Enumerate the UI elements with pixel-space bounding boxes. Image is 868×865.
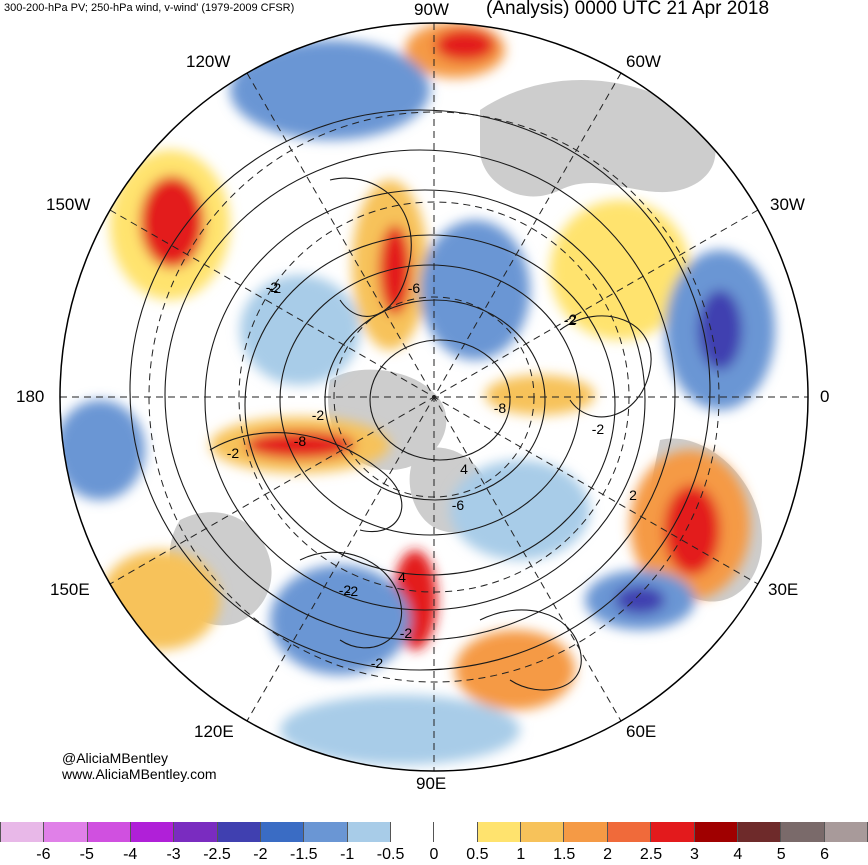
colorbar-swatch	[261, 822, 305, 842]
contour-label: 4	[398, 569, 406, 585]
credit-handle: @AliciaMBentley	[62, 750, 169, 766]
lon-label-150e: 150E	[50, 580, 90, 599]
colorbar-swatch	[607, 822, 652, 842]
colorbar-ticks: -6 -5 -4 -3 -2.5 -2 -1.5 -1 -0.5 0 0.5 1 1.5 2 2.5 3 4 5 6	[0, 846, 868, 865]
colorbar-tick-label: 0.5	[466, 846, 489, 863]
colorbar-swatch	[0, 822, 45, 842]
contour-label: -2	[339, 582, 352, 598]
contour-label: -2	[592, 421, 605, 437]
map-title-right: (Analysis) 0000 UTC 21 Apr 2018	[486, 0, 770, 19]
contour-label: 4	[460, 461, 468, 477]
colorbar-swatch	[347, 822, 392, 842]
lon-label-60e: 60E	[626, 722, 657, 741]
colorbar-tick-label: -2.5	[203, 846, 231, 863]
lon-label-90e: 90E	[416, 774, 447, 793]
colorbar	[0, 822, 868, 842]
lon-label-60w: 60W	[626, 52, 661, 71]
colorbar-swatch	[694, 822, 738, 842]
colorbar-tick-label: -4	[123, 846, 138, 863]
lon-label-180: 180	[16, 387, 45, 406]
contour-label: -6	[408, 280, 421, 296]
colorbar-swatch	[651, 822, 695, 842]
colorbar-tick-label: 6	[820, 846, 830, 863]
credit-website: www.AliciaMBentley.com	[62, 766, 217, 782]
colorbar-swatch	[434, 822, 478, 842]
colorbar-swatch	[737, 822, 782, 842]
colorbar-tick-label: 1	[516, 846, 526, 863]
colorbar-tick-label: -3	[166, 846, 181, 863]
colorbar-tick-label: 5	[776, 846, 786, 863]
contour-labels: -2 -6-2-8-2 -8-24-6-2-24-2-222-2-2	[227, 279, 637, 671]
contour-label: -2	[400, 625, 413, 641]
colorbar-swatch	[131, 822, 175, 842]
colorbar-swatch	[824, 822, 868, 842]
lon-label-120e: 120E	[194, 722, 234, 741]
contour-label: 2	[569, 311, 577, 327]
lon-label-30e: 30E	[768, 580, 799, 599]
contour-label: -2	[371, 655, 384, 671]
contour-label: -2	[346, 583, 359, 599]
contour-label: -6	[452, 497, 465, 513]
colorbar-tick-label: -0.5	[376, 846, 405, 863]
colorbar-tick-label: 1.5	[553, 846, 576, 863]
lon-label-150w: 150W	[46, 195, 91, 214]
contour-label: -2	[269, 280, 282, 296]
colorbar-tick-label: 3	[689, 846, 699, 863]
colorbar-tick-label: -2	[253, 846, 268, 863]
contour-label: -8	[494, 400, 507, 416]
lon-label-0: 0	[820, 387, 830, 406]
contour-label: 2	[629, 487, 637, 503]
colorbar-tick-label: -1	[340, 846, 355, 863]
colorbar-tick-label: 2	[603, 846, 613, 863]
colorbar-tick-label: 2.5	[639, 846, 663, 863]
colorbar-tick-label: -6	[36, 846, 51, 863]
colorbar-tick-label: 4	[733, 846, 743, 863]
map-border	[59, 22, 809, 772]
contour-label: -8	[294, 433, 307, 449]
colorbar-tick-label: -5	[79, 846, 94, 863]
lon-label-120w: 120W	[186, 52, 231, 71]
colorbar-swatch	[44, 822, 88, 842]
contour-label: -2	[227, 445, 240, 461]
colorbar-swatch	[564, 822, 608, 842]
colorbar-swatch	[217, 822, 262, 842]
map-title-left: 300-200-hPa PV; 250-hPa wind, v-wind' (1…	[4, 2, 295, 14]
colorbar-swatch	[781, 822, 825, 842]
contour-label: -2	[312, 407, 325, 423]
contour-label: -2	[266, 279, 279, 295]
lon-label-30w: 30W	[770, 195, 805, 214]
colorbar-swatch	[174, 822, 218, 842]
colorbar-tick-label: -1.5	[290, 846, 318, 863]
colorbar-swatch	[391, 822, 435, 842]
contour-label: -2	[564, 312, 577, 328]
pv-contours	[129, 109, 711, 691]
colorbar-swatch	[521, 822, 565, 842]
colorbar-swatch	[87, 822, 132, 842]
lon-label-90w: 90W	[414, 0, 449, 19]
colorbar-swatch	[304, 822, 348, 842]
colorbar-swatch	[477, 822, 522, 842]
colorbar-tick-label: 0	[429, 846, 439, 863]
graticule	[60, 23, 808, 771]
